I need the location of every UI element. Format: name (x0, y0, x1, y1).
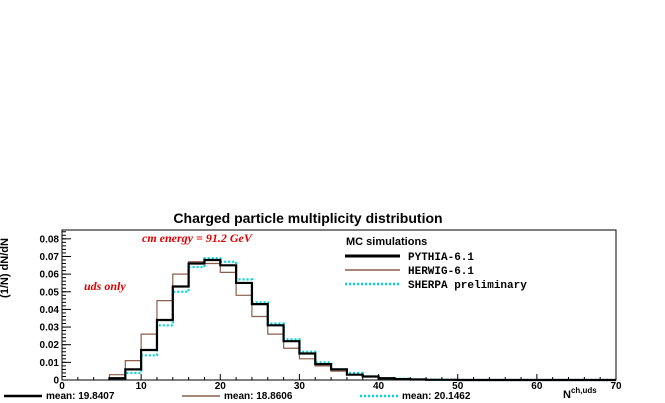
x-tick-label: 60 (531, 381, 543, 392)
legend-title: MC simulations (346, 236, 427, 248)
series-herwig-histogram (108, 261, 616, 381)
y-tick-label: 0.01 (40, 358, 60, 369)
legend-label-pythia: PYTHIA-6.1 (408, 252, 474, 264)
y-axis-label-text: (1/N) dN/dN (0, 238, 11, 298)
y-tick-label: 0.08 (40, 234, 60, 245)
legend-label-herwig: HERWIG-6.1 (408, 266, 474, 278)
means-row: mean: 19.8407 mean: 18.8606 mean: 20.146… (4, 391, 471, 402)
y-tick-label: 0.03 (40, 323, 60, 334)
legend-label-sherpa: SHERPA preliminary (408, 280, 527, 292)
chart-title: Charged particle multiplicity distributi… (173, 210, 442, 226)
x-tick-label: 10 (136, 381, 148, 392)
series-sherpa-histogram (108, 257, 616, 382)
annotation-energy: cm energy = 91.2 GeV (142, 231, 253, 245)
histogram-series (108, 257, 616, 382)
x-axis-label-main: N (563, 389, 571, 401)
plot-frame (61, 229, 617, 381)
x-tick-label: 70 (610, 381, 622, 392)
y-tick-label: 0.02 (40, 340, 60, 351)
y-tick-label: 0 (53, 376, 59, 387)
x-tick-label: 0 (59, 381, 65, 392)
x-tick-label: 20 (215, 381, 227, 392)
y-tick-label: 0.05 (40, 287, 60, 298)
x-axis-label-sup: ch,uds (571, 386, 597, 395)
x-tick-label: 40 (373, 381, 385, 392)
mean-label-pythia: mean: 19.8407 (46, 391, 115, 402)
x-axis-label: Nch,uds (563, 386, 597, 401)
series-pythia-histogram (108, 258, 616, 382)
y-tick-label: 0.06 (40, 270, 60, 281)
mean-label-sherpa: mean: 20.1462 (402, 391, 471, 402)
annotation-uds: uds only (84, 279, 126, 293)
y-tick-label: 0.07 (40, 252, 60, 263)
mean-label-herwig: mean: 18.8606 (224, 391, 293, 402)
legend: MC simulations PYTHIA-6.1 HERWIG-6.1 SHE… (345, 236, 527, 292)
x-tick-label: 50 (452, 381, 464, 392)
x-tick-label: 30 (294, 381, 306, 392)
y-axis-label: (1/N) dN/dN (0, 238, 11, 298)
y-tick-label: 0.04 (40, 305, 60, 316)
